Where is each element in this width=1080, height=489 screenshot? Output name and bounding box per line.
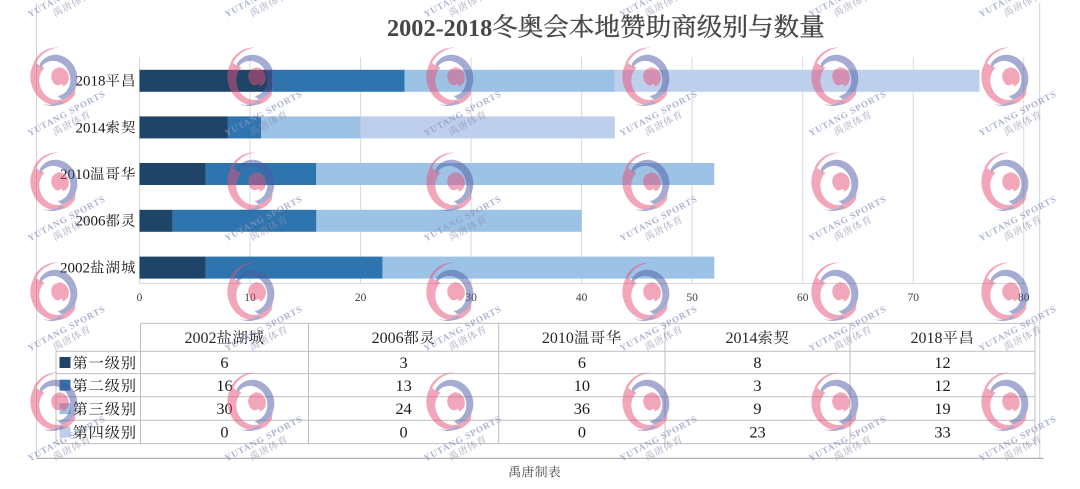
svg-text:6: 6 xyxy=(578,353,586,372)
svg-text:24: 24 xyxy=(395,399,411,418)
svg-text:2010: 2010 xyxy=(542,330,574,347)
svg-text:70: 70 xyxy=(907,292,919,304)
svg-text:0: 0 xyxy=(137,292,143,304)
svg-text:16: 16 xyxy=(216,376,232,395)
svg-text:10: 10 xyxy=(244,292,256,304)
svg-text:2006: 2006 xyxy=(76,214,107,230)
svg-text:23: 23 xyxy=(749,423,765,442)
svg-text:10: 10 xyxy=(574,376,590,395)
svg-text:2002-2018: 2002-2018 xyxy=(387,15,492,42)
svg-text:3: 3 xyxy=(400,353,408,372)
svg-text:60: 60 xyxy=(797,292,809,304)
svg-text:2014: 2014 xyxy=(726,330,758,347)
svg-text:0: 0 xyxy=(578,423,586,442)
svg-text:8: 8 xyxy=(753,353,761,372)
svg-text:13: 13 xyxy=(395,376,411,395)
svg-text:6: 6 xyxy=(220,353,228,372)
svg-text:0: 0 xyxy=(220,423,228,442)
svg-text:2018: 2018 xyxy=(76,74,106,90)
svg-text:36: 36 xyxy=(574,399,590,418)
svg-text:0: 0 xyxy=(400,423,408,442)
svg-text:12: 12 xyxy=(934,353,950,372)
svg-text:9: 9 xyxy=(753,399,761,418)
svg-text:2018: 2018 xyxy=(911,330,943,347)
svg-text:19: 19 xyxy=(934,399,950,418)
svg-text:2002: 2002 xyxy=(60,261,90,277)
svg-text:33: 33 xyxy=(934,423,950,442)
svg-text:40: 40 xyxy=(576,292,588,304)
svg-text:3: 3 xyxy=(753,376,761,395)
svg-text:2006: 2006 xyxy=(372,330,404,347)
svg-text:2002: 2002 xyxy=(185,330,217,347)
svg-text:50: 50 xyxy=(686,292,698,304)
svg-text:20: 20 xyxy=(355,292,367,304)
svg-text:2014: 2014 xyxy=(76,120,107,136)
svg-text:12: 12 xyxy=(934,376,950,395)
